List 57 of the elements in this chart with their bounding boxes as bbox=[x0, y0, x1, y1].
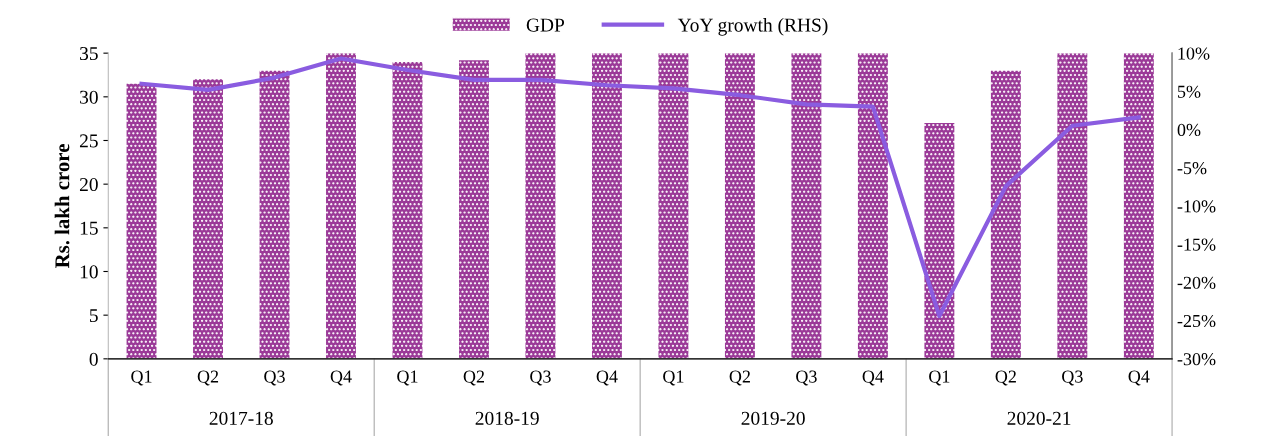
legend-label: YoY growth (RHS) bbox=[677, 17, 828, 36]
bar bbox=[459, 60, 489, 359]
y-tick-label: 35 bbox=[80, 47, 98, 61]
x-tick-label: Q4 bbox=[330, 370, 352, 386]
y-tick-label: 10 bbox=[80, 265, 98, 279]
bar bbox=[658, 53, 689, 359]
legend-label: GDP bbox=[526, 18, 565, 32]
y-tick-label: 15 bbox=[80, 221, 98, 235]
x-tick-label: Q1 bbox=[929, 370, 950, 386]
y2-tick-label: 0% bbox=[1177, 123, 1201, 137]
bar bbox=[1057, 53, 1088, 359]
x-tick-label: Q3 bbox=[796, 370, 817, 386]
y2-tick-label: -5% bbox=[1177, 162, 1207, 175]
y-tick-label: 20 bbox=[79, 177, 98, 192]
x-tick-label: Q4 bbox=[1128, 370, 1150, 386]
x-tick-label: Q3 bbox=[264, 370, 285, 386]
x-tick-label: Q4 bbox=[596, 370, 618, 386]
y2-tick-label: -25% bbox=[1177, 314, 1216, 328]
bar bbox=[591, 53, 622, 359]
line-series bbox=[139, 56, 1141, 319]
y2-tick-label: -10% bbox=[1177, 200, 1216, 213]
bar bbox=[724, 53, 755, 359]
bar bbox=[326, 53, 356, 359]
y-tick-label: 0 bbox=[89, 352, 98, 366]
y-tick-label: 5 bbox=[89, 309, 98, 323]
x-tick-label: Q2 bbox=[463, 370, 485, 386]
text: 2020-21 bbox=[1007, 411, 1071, 425]
bar bbox=[924, 123, 955, 359]
x-tick-label: Q2 bbox=[995, 370, 1016, 386]
y2-tick-label: -15% bbox=[1177, 238, 1216, 251]
x-tick-label: Q1 bbox=[131, 370, 152, 386]
bar bbox=[990, 70, 1021, 359]
x-tick-label: Q3 bbox=[530, 370, 551, 386]
y-axis-title: Rs. lakh crore bbox=[54, 144, 70, 269]
x-tick-label: Q4 bbox=[862, 370, 884, 386]
y2-tick-label: -20% bbox=[1177, 276, 1216, 289]
bar bbox=[1123, 53, 1154, 359]
x-tick-label: Q2 bbox=[729, 370, 750, 386]
bar bbox=[259, 70, 290, 359]
y-tick-label: 25 bbox=[79, 134, 98, 148]
bar bbox=[193, 79, 223, 359]
y2-tick-label: 5% bbox=[1177, 85, 1201, 98]
y2-tick-label: -30% bbox=[1177, 353, 1216, 366]
x-tick-label: Q1 bbox=[663, 370, 684, 386]
bar bbox=[791, 53, 822, 359]
x-tick-label: Q3 bbox=[1062, 370, 1083, 386]
x-tick-label: Q1 bbox=[397, 370, 418, 386]
bar bbox=[392, 61, 423, 359]
x-tick-label: Q2 bbox=[197, 370, 219, 386]
text: 2018-19 bbox=[475, 411, 539, 425]
y-tick-label: 30 bbox=[80, 90, 98, 104]
y2-tick-label: 10% bbox=[1178, 47, 1210, 60]
bar bbox=[525, 53, 556, 359]
bar bbox=[126, 83, 157, 359]
bar bbox=[857, 53, 888, 359]
text: 2017-18 bbox=[209, 411, 273, 425]
text: 2019-20 bbox=[741, 411, 805, 425]
